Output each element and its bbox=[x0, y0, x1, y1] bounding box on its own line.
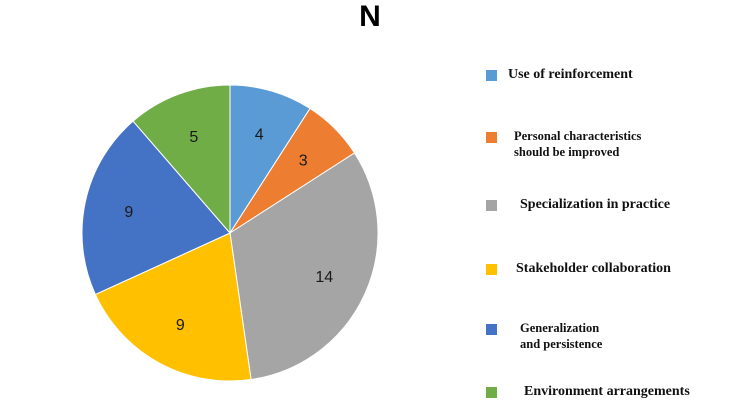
pie-slice-1 bbox=[229, 84, 311, 235]
legend-label-2: Personal characteristics should be impro… bbox=[514, 129, 642, 159]
legend-item-2: Personal characteristics should be impro… bbox=[486, 128, 641, 160]
slice-data-label-4: 9 bbox=[176, 317, 185, 334]
legend-item-5: Generalization and persistence bbox=[486, 320, 602, 352]
slice-data-label-1: 4 bbox=[255, 127, 264, 144]
slice-data-label-3: 14 bbox=[315, 269, 333, 286]
slice-data-label-5: 9 bbox=[124, 204, 133, 221]
chart-title: N bbox=[359, 0, 381, 33]
legend-swatch-5 bbox=[486, 324, 497, 335]
pie-slice-6 bbox=[132, 84, 231, 235]
pie-slice-5 bbox=[81, 120, 231, 296]
pie-plot: 4 3 14 9 9 5 bbox=[81, 84, 379, 382]
legend-swatch-2 bbox=[486, 132, 497, 143]
legend-swatch-6 bbox=[486, 387, 497, 398]
legend-swatch-1 bbox=[486, 70, 497, 81]
pie-slice-4 bbox=[94, 232, 252, 382]
legend-swatch-4 bbox=[486, 264, 497, 275]
legend-item-3: Specialization in practice bbox=[486, 196, 670, 213]
legend-label-3: Specialization in practice bbox=[520, 197, 671, 212]
legend-item-6: Environment arrangements bbox=[486, 383, 690, 400]
slice-data-label-6: 5 bbox=[189, 129, 198, 146]
legend-item-1: Use of reinforcement bbox=[486, 66, 633, 83]
legend-label-4: Stakeholder collaboration bbox=[516, 261, 671, 276]
legend: Use of reinforcement Personal characteris… bbox=[486, 0, 738, 419]
slice-data-label-2: 3 bbox=[299, 153, 308, 170]
legend-label-6: Environment arrangements bbox=[524, 384, 690, 399]
legend-item-4: Stakeholder collaboration bbox=[486, 260, 671, 277]
pie-slice-3 bbox=[229, 152, 379, 381]
legend-swatch-3 bbox=[486, 200, 497, 211]
legend-label-1: Use of reinforcement bbox=[508, 67, 633, 82]
legend-label-5: Generalization and persistence bbox=[520, 321, 603, 351]
